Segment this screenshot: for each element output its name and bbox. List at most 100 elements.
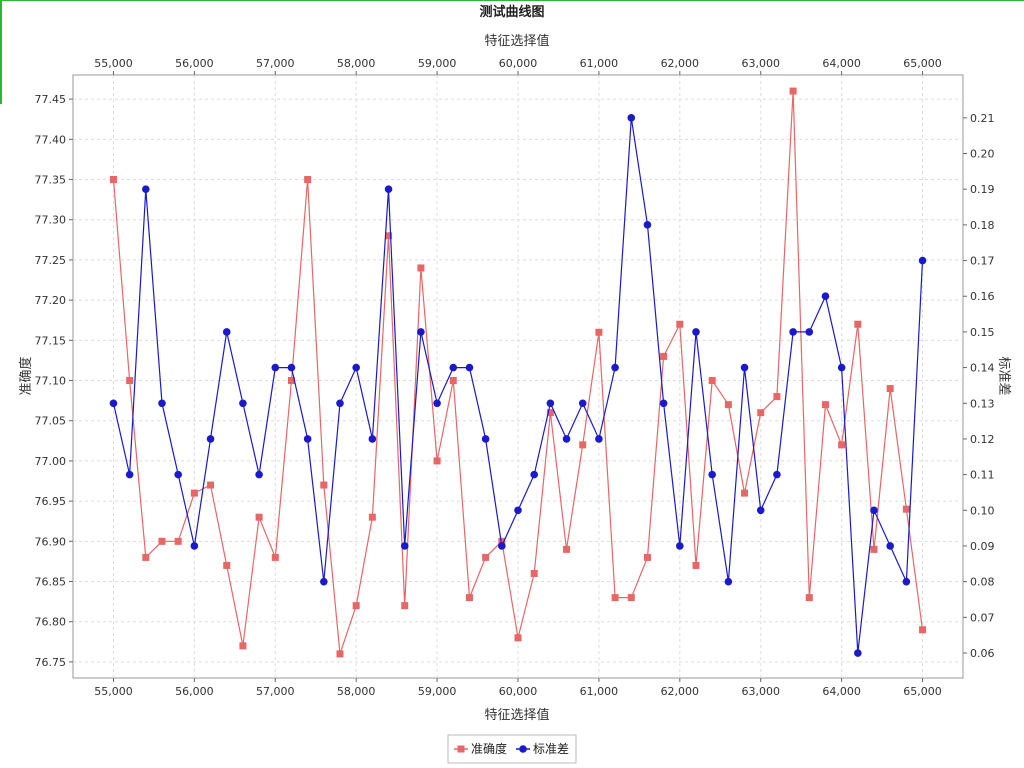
data-point-square: [870, 545, 878, 553]
data-point-circle: [708, 470, 716, 479]
data-point-circle: [190, 542, 199, 550]
data-point-circle: [805, 328, 814, 336]
data-point-square: [579, 441, 587, 449]
data-point-square: [724, 401, 732, 409]
grid-lines: [73, 75, 963, 678]
data-point-square: [223, 561, 231, 569]
data-point-square: [676, 320, 684, 328]
legend-item-2: 标准差: [516, 742, 569, 756]
data-point-circle: [837, 363, 846, 372]
data-point-circle: [773, 470, 781, 479]
data-point-square: [368, 513, 376, 521]
data-point-circle: [255, 470, 263, 479]
data-point-circle: [530, 470, 538, 479]
data-point-circle: [400, 542, 409, 550]
y2-tick-label: 0.14: [970, 362, 995, 375]
data-point-square: [417, 264, 425, 272]
data-point-square: [271, 553, 279, 561]
y2-tick-label: 0.13: [970, 397, 995, 410]
data-point-circle: [433, 399, 441, 408]
legend-label: 标准差: [533, 742, 569, 756]
x-tick-label: 59,000: [418, 685, 457, 698]
x-tick-label: 63,000: [741, 685, 780, 698]
data-point-circle: [158, 399, 166, 408]
y-tick-label: 77.35: [35, 174, 67, 187]
y-axis-ticks: 76.75 76.80 76.85 76.90 76.95 77.00 77.05 77.10…: [35, 93, 73, 669]
data-point-circle: [222, 328, 231, 336]
y-tick-label: 76.80: [35, 616, 67, 629]
data-point-square: [627, 594, 635, 602]
data-point-square: [660, 352, 668, 360]
data-point-circle: [627, 114, 636, 122]
y2-tick-label: 0.12: [970, 433, 995, 446]
y-tick-label: 77.20: [35, 294, 67, 307]
data-point-square: [854, 320, 862, 328]
data-point-circle: [271, 363, 280, 372]
slide-frame-left-line: [0, 0, 2, 104]
data-point-square: [174, 537, 182, 545]
x-tick-label: 55,000: [94, 685, 133, 698]
data-point-square: [514, 634, 522, 642]
x2-axis-title: 特征选择值: [484, 33, 549, 49]
data-point-circle: [384, 185, 393, 193]
series-layer: [109, 87, 927, 658]
x-tick-label: 57,000: [256, 685, 295, 698]
data-point-square: [773, 393, 781, 401]
y2-axis-title: 标准差: [996, 356, 1011, 395]
legend-label: 准确度: [471, 741, 507, 756]
x2-tick-label: 63,000: [741, 57, 780, 70]
y2-tick-label: 0.08: [970, 576, 995, 589]
y2-axis-ticks: 0.06 0.07 0.08 0.09 0.10 0.11 0.12 0.13 0.14 0.15…: [963, 112, 995, 660]
data-point-square: [352, 602, 360, 610]
data-point-square: [255, 513, 263, 521]
data-point-circle: [854, 649, 862, 657]
data-point-square: [498, 537, 506, 545]
data-point-circle: [611, 363, 619, 372]
legend-item-1: 准确度: [454, 741, 507, 756]
data-point-circle: [174, 470, 182, 479]
x-tick-label: 64,000: [822, 685, 861, 698]
x-tick-label: 60,000: [499, 685, 538, 698]
x2-tick-label: 58,000: [337, 57, 376, 70]
data-point-circle: [595, 435, 603, 443]
data-point-circle: [303, 435, 312, 443]
data-point-circle: [417, 328, 425, 336]
y2-tick-label: 0.16: [970, 290, 995, 303]
x-tick-label: 65,000: [903, 685, 942, 698]
y2-tick-label: 0.09: [970, 540, 995, 553]
data-point-circle: [659, 399, 668, 408]
data-point-square: [304, 176, 312, 184]
data-point-circle: [562, 435, 571, 443]
x2-tick-label: 59,000: [418, 57, 457, 70]
data-point-circle: [320, 577, 328, 586]
legend-box: [447, 734, 577, 764]
data-point-circle: [514, 506, 522, 515]
data-point-square: [207, 481, 215, 489]
x-tick-label: 56,000: [175, 685, 214, 698]
data-point-circle: [142, 185, 150, 193]
data-point-circle: [287, 363, 296, 372]
y-tick-label: 76.95: [35, 495, 67, 508]
data-point-circle: [789, 328, 797, 336]
chart-title: 测试曲线图: [479, 4, 544, 20]
data-point-square: [190, 489, 198, 497]
y-tick-label: 77.40: [35, 133, 67, 146]
y2-tick-label: 0.20: [970, 147, 995, 160]
data-point-square: [158, 537, 166, 545]
data-point-circle: [902, 577, 911, 586]
data-point-circle: [109, 399, 118, 408]
y2-tick-label: 0.06: [970, 647, 995, 660]
y-tick-label: 76.75: [35, 656, 67, 669]
data-point-circle: [870, 506, 878, 515]
x-tick-label: 58,000: [337, 685, 376, 698]
data-point-square: [902, 505, 910, 513]
y-tick-label: 77.10: [35, 375, 67, 388]
legend-marker-square: [457, 745, 465, 753]
data-point-circle: [740, 363, 749, 372]
data-point-square: [708, 377, 716, 385]
y2-tick-label: 0.19: [970, 183, 995, 196]
y-tick-label: 77.25: [35, 254, 67, 267]
x-tick-label: 62,000: [661, 685, 700, 698]
data-point-square: [401, 602, 409, 610]
